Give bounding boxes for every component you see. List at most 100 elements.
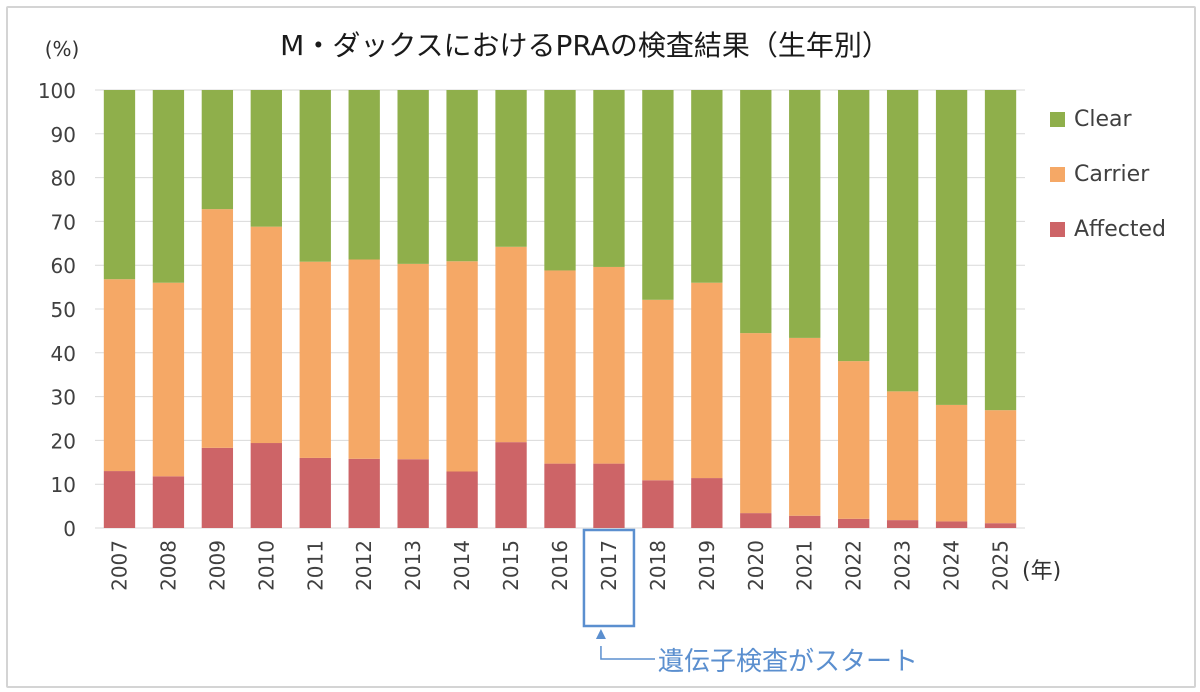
x-tick-label: 2016	[548, 540, 572, 591]
bar-clear-2007	[103, 90, 136, 280]
bar-affected-2010	[250, 443, 282, 528]
annotation-highlight-box	[582, 528, 636, 628]
bar-affected-2022	[838, 518, 870, 528]
bar-clear-2009	[201, 90, 234, 210]
annotation-connector-line	[600, 646, 655, 660]
x-tick-label: 2011	[303, 540, 327, 591]
bar-affected-2014	[446, 471, 478, 528]
bar-affected-2011	[299, 457, 331, 528]
bar-affected-2009	[201, 447, 234, 528]
x-tick-label: 2018	[646, 540, 670, 591]
x-tick-label: 2021	[793, 540, 817, 591]
bar-clear-2025	[984, 90, 1017, 411]
bar-clear-2015	[495, 90, 527, 247]
x-tick-label: 2019	[695, 540, 719, 591]
y-tick-label: 90	[51, 123, 76, 147]
bar-clear-2016	[544, 90, 576, 271]
bar-affected-2017	[593, 463, 625, 528]
bar-clear-2019	[691, 90, 723, 283]
x-tick-label: 2009	[205, 540, 229, 591]
bar-carrier-2015	[495, 246, 527, 443]
y-tick-label: 60	[51, 254, 76, 278]
x-tick-label: 2025	[989, 540, 1013, 591]
bar-carrier-2019	[691, 282, 723, 479]
bar-carrier-2021	[789, 337, 821, 516]
bar-carrier-2007	[103, 279, 136, 472]
y-tick-label: 10	[51, 473, 76, 497]
bar-affected-2015	[495, 442, 527, 528]
bar-clear-2024	[935, 90, 968, 405]
bar-carrier-2017	[593, 266, 625, 464]
annotation-arrow-icon	[595, 629, 606, 639]
bar-clear-2011	[299, 90, 331, 262]
bar-carrier-2018	[642, 299, 674, 481]
y-tick-label: 100	[38, 79, 76, 103]
legend-swatch-clear	[1050, 112, 1065, 127]
bar-affected-2021	[789, 515, 821, 528]
bar-clear-2017	[593, 90, 625, 267]
y-tick-label: 70	[51, 210, 76, 234]
bar-affected-2025	[984, 523, 1017, 528]
x-tick-label: 2007	[107, 540, 131, 591]
legend-label-carrier: Carrier	[1074, 162, 1150, 187]
bar-affected-2012	[348, 458, 380, 528]
bar-affected-2007	[103, 471, 136, 528]
x-tick-label: 2017	[597, 540, 621, 591]
bar-affected-2018	[642, 480, 674, 528]
x-axis-unit-label: (年)	[1022, 559, 1061, 584]
x-tick-label: 2020	[744, 540, 768, 591]
x-tick-label: 2010	[254, 540, 278, 591]
bar-carrier-2016	[544, 270, 576, 464]
bar-affected-2013	[397, 459, 429, 528]
y-tick-label: 20	[51, 429, 76, 453]
bar-affected-2024	[935, 521, 968, 528]
bar-clear-2013	[397, 90, 429, 264]
bar-clear-2021	[789, 90, 821, 338]
y-tick-label: 40	[51, 342, 76, 366]
bar-carrier-2009	[201, 209, 234, 448]
bar-clear-2022	[838, 90, 870, 362]
bar-carrier-2020	[740, 333, 772, 514]
bar-carrier-2014	[446, 261, 478, 472]
bar-carrier-2025	[984, 410, 1017, 524]
bar-clear-2018	[642, 90, 674, 300]
annotation-text: 遺伝子検査がスタート	[658, 647, 918, 677]
bar-affected-2008	[152, 476, 185, 528]
bar-clear-2020	[740, 90, 772, 334]
bar-carrier-2010	[250, 226, 282, 444]
bar-clear-2008	[152, 90, 185, 283]
y-tick-label: 30	[51, 386, 76, 410]
bar-carrier-2008	[152, 282, 185, 477]
legend-label-clear: Clear	[1074, 107, 1132, 132]
bar-clear-2012	[348, 90, 380, 260]
bar-carrier-2024	[935, 404, 968, 522]
legend-swatch-carrier	[1050, 167, 1065, 182]
bar-affected-2019	[691, 478, 723, 528]
bar-affected-2023	[886, 520, 919, 528]
bar-carrier-2013	[397, 263, 429, 460]
bar-clear-2023	[886, 90, 919, 392]
bar-carrier-2022	[838, 361, 870, 519]
bar-clear-2014	[446, 90, 478, 262]
bar-carrier-2012	[348, 259, 380, 459]
y-tick-label: 0	[63, 517, 76, 541]
legend-label-affected: Affected	[1074, 217, 1166, 242]
y-tick-label: 80	[51, 167, 76, 191]
bar-clear-2010	[250, 90, 282, 227]
x-tick-label: 2022	[842, 540, 866, 591]
chart-title: M・ダックスにおけるPRAの検査結果（生年別）	[280, 29, 890, 62]
x-tick-label: 2013	[401, 540, 425, 591]
x-tick-label: 2023	[891, 540, 915, 591]
x-tick-label: 2008	[156, 540, 180, 591]
x-tick-label: 2015	[499, 540, 523, 591]
y-tick-label: 50	[51, 298, 76, 322]
bar-affected-2020	[740, 513, 772, 528]
x-tick-label: 2024	[940, 540, 964, 591]
bar-affected-2016	[544, 463, 576, 528]
x-tick-label: 2012	[352, 540, 376, 591]
bar-carrier-2011	[299, 261, 331, 458]
x-tick-label: 2014	[450, 540, 474, 591]
y-axis-unit-label: (%)	[45, 37, 80, 61]
legend-swatch-affected	[1050, 222, 1065, 237]
